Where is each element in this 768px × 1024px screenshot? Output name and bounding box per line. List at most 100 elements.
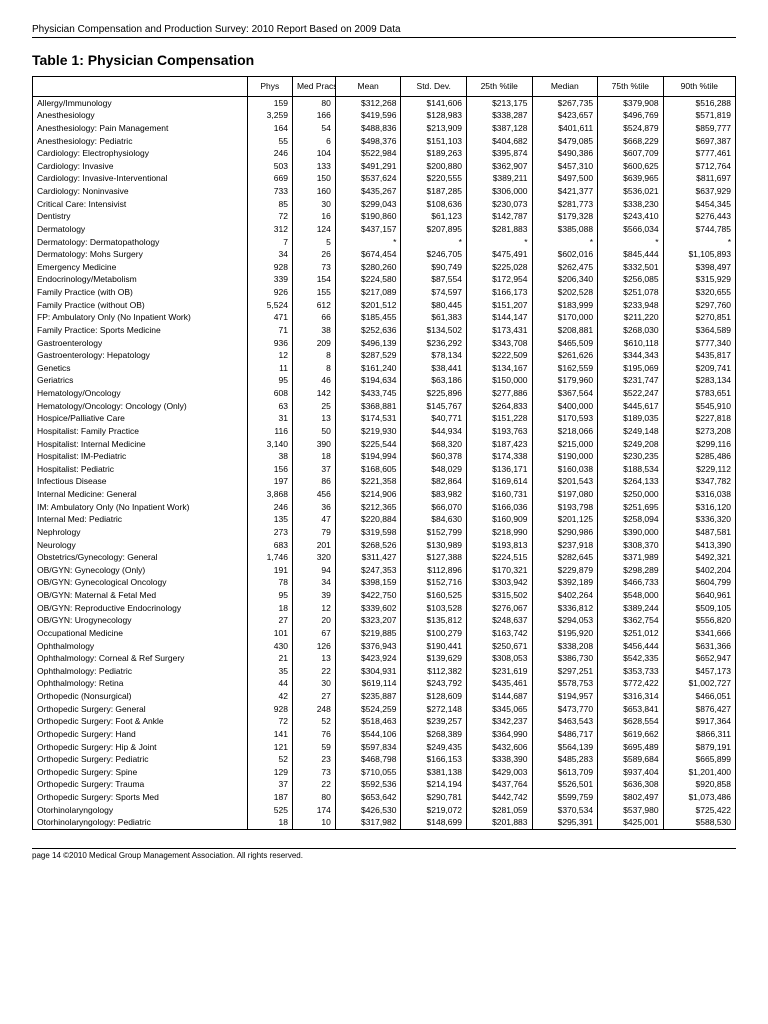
- row-value: 160: [292, 185, 335, 198]
- row-value: $249,435: [401, 741, 467, 754]
- row-label: Otorhinolaryngology: Pediatric: [33, 816, 248, 829]
- row-value: $249,208: [598, 438, 664, 451]
- row-value: $548,000: [598, 589, 664, 602]
- row-value: 320: [292, 551, 335, 564]
- row-value: $212,365: [335, 501, 401, 514]
- row-value: $343,708: [466, 337, 532, 350]
- row-value: 31: [247, 412, 292, 425]
- row-value: $491,291: [335, 160, 401, 173]
- row-value: $145,767: [401, 400, 467, 413]
- row-value: $319,598: [335, 526, 401, 539]
- row-value: $61,123: [401, 210, 467, 223]
- row-value: 44: [247, 677, 292, 690]
- row-value: $194,957: [532, 690, 598, 703]
- row-value: $338,390: [466, 753, 532, 766]
- row-value: $917,364: [663, 715, 735, 728]
- row-value: $298,289: [598, 564, 664, 577]
- row-value: 21: [247, 652, 292, 665]
- row-label: Otorhinolaryngology: [33, 804, 248, 817]
- table-row: Nephrology27379$319,598$152,799$218,990$…: [33, 526, 736, 539]
- table-row: Occupational Medicine10167$219,885$100,2…: [33, 627, 736, 640]
- row-value: 312: [247, 223, 292, 236]
- row-value: $251,078: [598, 286, 664, 299]
- table-row: Orthopedic Surgery: Foot & Ankle7252$518…: [33, 715, 736, 728]
- row-value: $160,731: [466, 488, 532, 501]
- table-row: Anesthesiology: Pain Management16454$488…: [33, 122, 736, 135]
- row-value: 116: [247, 425, 292, 438]
- row-value: $134,502: [401, 324, 467, 337]
- row-value: 209: [292, 337, 335, 350]
- row-value: $170,000: [532, 311, 598, 324]
- row-value: 6: [292, 135, 335, 148]
- col-median: Median: [532, 77, 598, 97]
- row-value: $518,463: [335, 715, 401, 728]
- row-value: $498,376: [335, 135, 401, 148]
- row-value: 121: [247, 741, 292, 754]
- row-value: $187,285: [401, 185, 467, 198]
- row-label: Hospitalist: IM-Pediatric: [33, 450, 248, 463]
- row-value: $556,820: [663, 614, 735, 627]
- row-label: IM: Ambulatory Only (No Inpatient Work): [33, 501, 248, 514]
- row-value: $320,655: [663, 286, 735, 299]
- row-label: OB/GYN: Gynecological Oncology: [33, 576, 248, 589]
- row-value: 150: [292, 172, 335, 185]
- row-value: 34: [247, 248, 292, 261]
- row-value: $160,525: [401, 589, 467, 602]
- table-row: Ophthalmology: Pediatric3522$304,931$112…: [33, 665, 736, 678]
- row-value: $496,139: [335, 337, 401, 350]
- row-value: $665,899: [663, 753, 735, 766]
- row-value: $379,908: [598, 96, 664, 109]
- row-value: $404,682: [466, 135, 532, 148]
- row-value: $402,204: [663, 564, 735, 577]
- row-value: $142,787: [466, 210, 532, 223]
- row-value: $306,000: [466, 185, 532, 198]
- row-value: 35: [247, 665, 292, 678]
- row-value: $308,053: [466, 652, 532, 665]
- row-value: $258,094: [598, 513, 664, 526]
- row-value: $172,954: [466, 273, 532, 286]
- row-value: 46: [292, 374, 335, 387]
- row-value: $112,896: [401, 564, 467, 577]
- row-value: $225,544: [335, 438, 401, 451]
- table-row: Otorhinolaryngology: Pediatric1810$317,9…: [33, 816, 736, 829]
- row-value: $197,080: [532, 488, 598, 501]
- row-value: 66: [292, 311, 335, 324]
- row-label: Internal Med: Pediatric: [33, 513, 248, 526]
- row-value: $128,609: [401, 690, 467, 703]
- row-value: 936: [247, 337, 292, 350]
- row-value: 430: [247, 640, 292, 653]
- row-label: Critical Care: Intensivist: [33, 198, 248, 211]
- row-value: $802,497: [598, 791, 664, 804]
- table-row: Orthopedic Surgery: Sports Med18780$653,…: [33, 791, 736, 804]
- row-value: $509,105: [663, 602, 735, 615]
- row-value: $398,497: [663, 261, 735, 274]
- row-value: *: [598, 236, 664, 249]
- row-label: Obstetrics/Gynecology: General: [33, 551, 248, 564]
- row-value: 76: [292, 728, 335, 741]
- table-row: Orthopedic Surgery: Hip & Joint12159$597…: [33, 741, 736, 754]
- row-value: $82,864: [401, 475, 467, 488]
- row-value: $100,279: [401, 627, 467, 640]
- row-value: $229,879: [532, 564, 598, 577]
- row-value: $338,208: [532, 640, 598, 653]
- row-value: $162,559: [532, 362, 598, 375]
- row-value: $135,812: [401, 614, 467, 627]
- row-value: 52: [247, 753, 292, 766]
- table-row: Endocrinology/Metabolism339154$224,580$8…: [33, 273, 736, 286]
- row-value: $219,885: [335, 627, 401, 640]
- row-value: $285,486: [663, 450, 735, 463]
- row-value: $315,929: [663, 273, 735, 286]
- row-value: $1,201,400: [663, 766, 735, 779]
- row-value: $211,220: [598, 311, 664, 324]
- row-value: 197: [247, 475, 292, 488]
- row-value: $74,597: [401, 286, 467, 299]
- row-value: 22: [292, 778, 335, 791]
- row-value: $195,069: [598, 362, 664, 375]
- row-value: $84,630: [401, 513, 467, 526]
- table-row: Hospitalist: IM-Pediatric3818$194,994$60…: [33, 450, 736, 463]
- row-value: $139,629: [401, 652, 467, 665]
- row-value: 73: [292, 766, 335, 779]
- row-value: *: [532, 236, 598, 249]
- table-row: Dermatology: Dermatopathology75******: [33, 236, 736, 249]
- row-value: $108,636: [401, 198, 467, 211]
